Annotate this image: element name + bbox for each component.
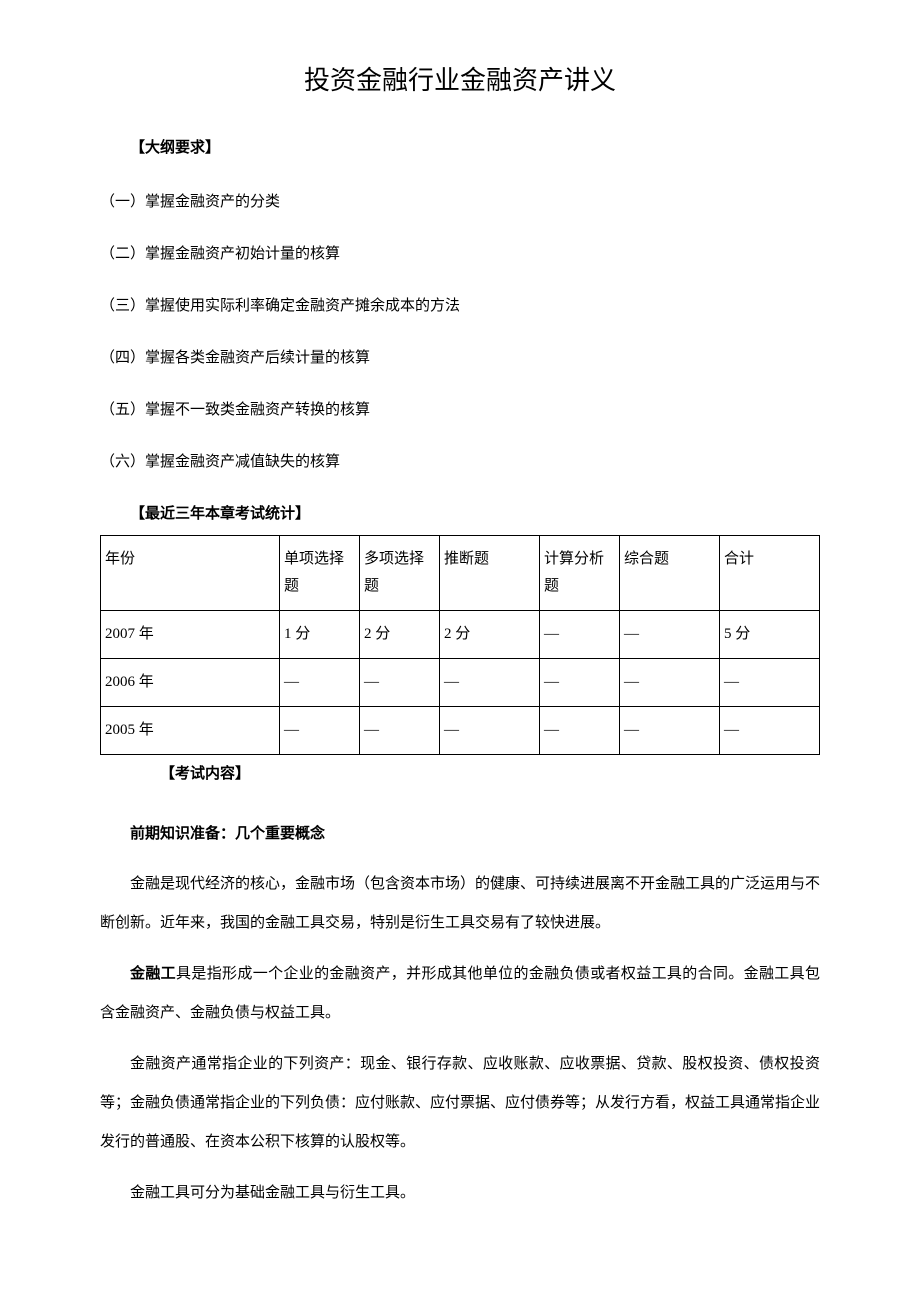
cell: — [360,659,440,707]
outline-item-5: （五）掌握不一致类金融资产转换的核算 [100,395,820,425]
paragraph-2: 金融工具是指形成一个企业的金融资产，并形成其他单位的金融负债或者权益工具的合同。… [100,955,820,1033]
cell: — [620,611,720,659]
cell: — [540,611,620,659]
cell: — [280,659,360,707]
outline-item-4: （四）掌握各类金融资产后续计量的核算 [100,343,820,373]
paragraph-1: 金融是现代经济的核心，金融市场（包含资本市场）的健康、可持续进展离不开金融工具的… [100,865,820,943]
cell: — [620,707,720,755]
col-calc: 计算分析题 [540,536,620,611]
exam-content-header: 【考试内容】 [160,759,820,789]
prep-knowledge-subtitle: 前期知识准备：几个重要概念 [100,819,820,849]
document-title: 投资金融行业金融资产讲义 [100,60,820,97]
stats-header: 【最近三年本章考试统计】 [130,499,820,529]
cell: — [280,707,360,755]
outline-item-3: （三）掌握使用实际利率确定金融资产摊余成本的方法 [100,291,820,321]
cell: 5 分 [720,611,820,659]
table-row: 2005 年 — — — — — — [101,707,820,755]
cell: 2006 年 [101,659,280,707]
table-row: 2006 年 — — — — — — [101,659,820,707]
col-total: 合计 [720,536,820,611]
cell: — [440,659,540,707]
table-body: 2007 年 1 分 2 分 2 分 — — 5 分 2006 年 — — — … [101,611,820,755]
cell: — [440,707,540,755]
col-multi: 多项选择题 [360,536,440,611]
cell: — [720,707,820,755]
cell: 2005 年 [101,707,280,755]
cell: — [360,707,440,755]
cell: — [720,659,820,707]
cell: 2 分 [360,611,440,659]
paragraph-4: 金融工具可分为基础金融工具与衍生工具。 [100,1174,820,1213]
outline-item-6: （六）掌握金融资产减值缺失的核算 [100,447,820,477]
outline-item-1: （一）掌握金融资产的分类 [100,187,820,217]
cell: — [540,707,620,755]
cell: 1 分 [280,611,360,659]
col-comp: 综合题 [620,536,720,611]
paragraph-3: 金融资产通常指企业的下列资产：现金、银行存款、应收账款、应收票据、贷款、股权投资… [100,1045,820,1162]
col-judge: 推断题 [440,536,540,611]
col-single: 单项选择题 [280,536,360,611]
outline-item-2: （二）掌握金融资产初始计量的核算 [100,239,820,269]
bold-term: 金融工 [130,966,176,982]
cell: — [620,659,720,707]
cell: 2007 年 [101,611,280,659]
table-row: 2007 年 1 分 2 分 2 分 — — 5 分 [101,611,820,659]
paragraph-2-rest: 具是指形成一个企业的金融资产，并形成其他单位的金融负债或者权益工具的合同。金融工… [100,966,820,1021]
outline-requirements-header: 【大纲要求】 [130,133,820,163]
cell: — [540,659,620,707]
exam-stats-table: 年份 单项选择题 多项选择题 推断题 计算分析题 综合题 合计 2007 年 1… [100,535,820,755]
table-header-row: 年份 单项选择题 多项选择题 推断题 计算分析题 综合题 合计 [101,536,820,611]
col-year: 年份 [101,536,280,611]
cell: 2 分 [440,611,540,659]
